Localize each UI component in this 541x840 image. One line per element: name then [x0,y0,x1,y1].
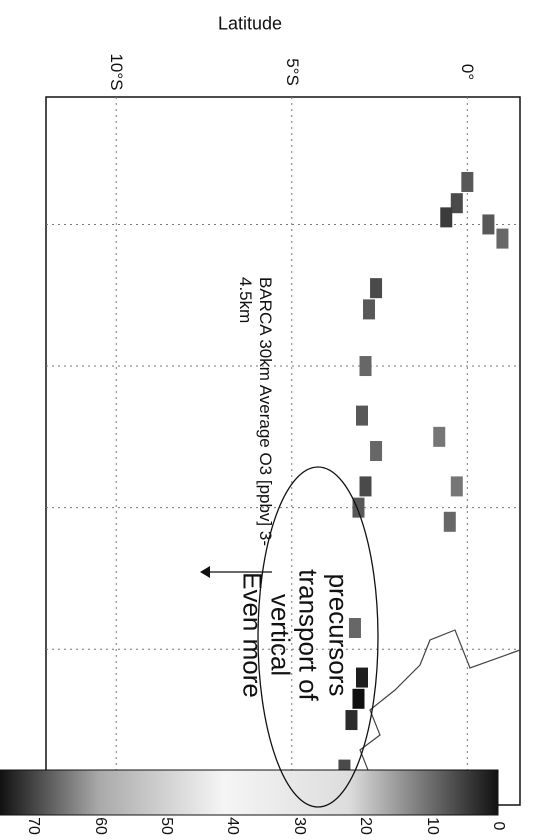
data-cell [461,171,474,192]
data-cell [359,356,372,377]
annotation-shapes [200,466,379,808]
data-cell [356,667,368,688]
plot-area [45,96,521,806]
colorbar-tick-label: 60 [91,817,109,835]
colorbar-tick-label: 70 [25,817,43,835]
data-cell [496,228,509,249]
lat-tick-label: 0° [458,63,478,81]
annotation-arrowhead [200,566,210,578]
colorbar-tick-label: 10 [423,817,441,835]
annotation-line: Even more [237,572,268,698]
data-cell [345,710,358,731]
annotation-ellipse [257,466,379,808]
data-cell [433,426,446,447]
data-cell [482,214,495,235]
lat-tick-label: 5°S [282,58,302,86]
data-cell [356,405,368,426]
data-cell [352,688,365,709]
colorbar-tick-label: 0 [490,821,507,831]
data-cell [443,511,456,532]
data-cell [348,618,361,638]
data-cell [440,207,453,228]
data-cell [450,193,463,214]
colorbar-tick-label: 20 [357,817,375,835]
data-cell [352,497,365,518]
annotation-line: vertical [265,593,296,677]
colorbar-tick-label: 40 [224,817,242,835]
data-cell [359,476,372,497]
annotation-line: transport of [293,569,324,701]
colorbar-gradient [0,769,499,816]
colorbar [0,769,499,816]
colorbar-tick-label: 30 [290,817,308,835]
colorbar-tick-label: 50 [158,817,175,835]
chart-title: BARCA 30km Average O3 [ppbv] 3-4.5km [236,277,275,546]
lat-tick-label: 10°S [107,53,127,91]
data-cell [370,278,383,299]
annotation-line: precursors [323,573,354,697]
y-axis-label: Latitude [217,13,283,34]
data-cell [363,299,376,320]
plot-frame [45,96,521,806]
data-cell [370,441,383,461]
data-cell [450,476,463,497]
